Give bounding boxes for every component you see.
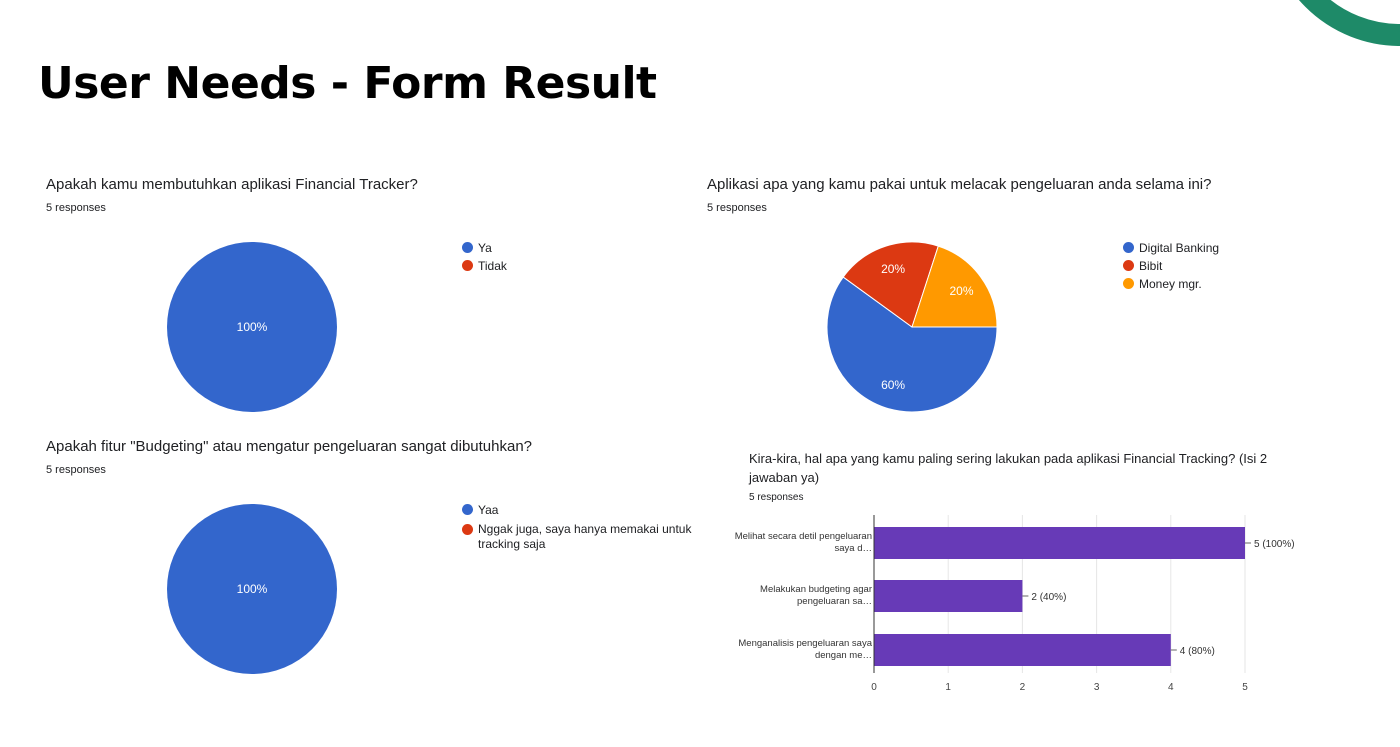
pie-slice <box>167 242 337 412</box>
legend-item-ya: Ya <box>462 239 507 257</box>
legend-swatch <box>462 242 473 253</box>
legend-label: Nggak juga, saya hanya memakai untuk tra… <box>478 522 692 551</box>
category-label: saya d… <box>835 543 873 554</box>
chart-title: Apakah kamu membutuhkan aplikasi Financi… <box>46 176 418 193</box>
legend-label: Bibit <box>1139 259 1163 273</box>
legend-item-digital-banking: Digital Banking <box>1123 239 1219 257</box>
category-label: dengan me… <box>815 650 872 661</box>
legend-swatch <box>1123 278 1134 289</box>
data-label: 2 (40%) <box>1031 592 1066 603</box>
legend-swatch <box>462 504 473 515</box>
category-label: Menganalisis pengeluaran saya <box>738 638 872 649</box>
chart-budgeting: Apakah fitur "Budgeting" atau mengatur p… <box>46 438 532 476</box>
legend-label: Yaa <box>478 503 499 517</box>
category-label: Melakukan budgeting agar <box>760 584 872 595</box>
x-tick-label: 4 <box>1168 682 1174 693</box>
pie-chart-budgeting: 100% <box>167 504 337 674</box>
x-tick-label: 5 <box>1242 682 1248 693</box>
response-count: 5 responses <box>46 464 106 476</box>
chart-frequent-actions: Kira-kira, hal apa yang kamu paling seri… <box>749 449 1294 503</box>
response-count: 5 responses <box>749 492 804 503</box>
pie-slice <box>911 245 998 328</box>
legend-label: Ya <box>478 241 492 255</box>
chart-title: Apakah fitur "Budgeting" atau mengatur p… <box>46 438 533 455</box>
slice-label: 100% <box>237 320 268 334</box>
legend-need-app: Ya Tidak <box>462 239 507 275</box>
pie-chart-apps-used: 60% 20% 20% <box>826 241 998 413</box>
chart-need-app: Apakah kamu membutuhkan aplikasi Financi… <box>46 176 418 214</box>
bar <box>874 580 1023 612</box>
chart-title: Kira-kira, hal apa yang kamu paling seri… <box>749 451 1268 485</box>
pie-slice <box>842 241 939 328</box>
legend-item-yaa: Yaa <box>462 501 692 519</box>
x-tick-label: 0 <box>871 682 877 693</box>
slice-label: 100% <box>237 582 268 596</box>
slice-label: 60% <box>881 378 905 392</box>
slice-label: 20% <box>949 284 973 298</box>
legend-swatch <box>1123 242 1134 253</box>
legend-item-tidak: Tidak <box>462 257 507 275</box>
legend-item-nggak: Nggak juga, saya hanya memakai untuk tra… <box>462 522 692 552</box>
x-tick-label: 1 <box>945 682 951 693</box>
pie-slice <box>167 504 337 674</box>
response-count: 5 responses <box>46 202 106 214</box>
page-title: User Needs - Form Result <box>38 58 657 109</box>
slice-label: 20% <box>881 262 905 276</box>
x-tick-label: 2 <box>1020 682 1026 693</box>
legend-budgeting: Yaa Nggak juga, saya hanya memakai untuk… <box>462 501 692 552</box>
legend-item-bibit: Bibit <box>1123 257 1219 275</box>
legend-item-money-mgr: Money mgr. <box>1123 275 1219 293</box>
pie-chart-need-app: 100% <box>167 242 337 412</box>
legend-swatch <box>1123 260 1134 271</box>
data-label: 4 (80%) <box>1180 646 1215 657</box>
x-tick-label: 3 <box>1094 682 1100 693</box>
bar <box>874 634 1171 666</box>
chart-title: Aplikasi apa yang kamu pakai untuk melac… <box>707 176 1212 193</box>
category-label: pengeluaran sa… <box>797 596 872 607</box>
bar <box>874 527 1245 559</box>
legend-label: Digital Banking <box>1139 241 1220 255</box>
chart-apps-used: Aplikasi apa yang kamu pakai untuk melac… <box>707 176 1212 214</box>
legend-label: Money mgr. <box>1139 277 1202 291</box>
legend-swatch <box>462 260 473 271</box>
data-label: 5 (100%) <box>1254 539 1295 550</box>
pie-slice <box>826 276 998 413</box>
legend-swatch <box>462 524 473 535</box>
response-count: 5 responses <box>707 202 767 214</box>
legend-apps-used: Digital Banking Bibit Money mgr. <box>1123 239 1219 293</box>
category-label: Melihat secara detil pengeluaran <box>735 531 872 542</box>
bar-chart-frequent-actions: 0 1 2 3 4 5 5 (100%) Melihat secara detil penge… <box>735 515 1295 693</box>
legend-label: Tidak <box>478 259 507 273</box>
